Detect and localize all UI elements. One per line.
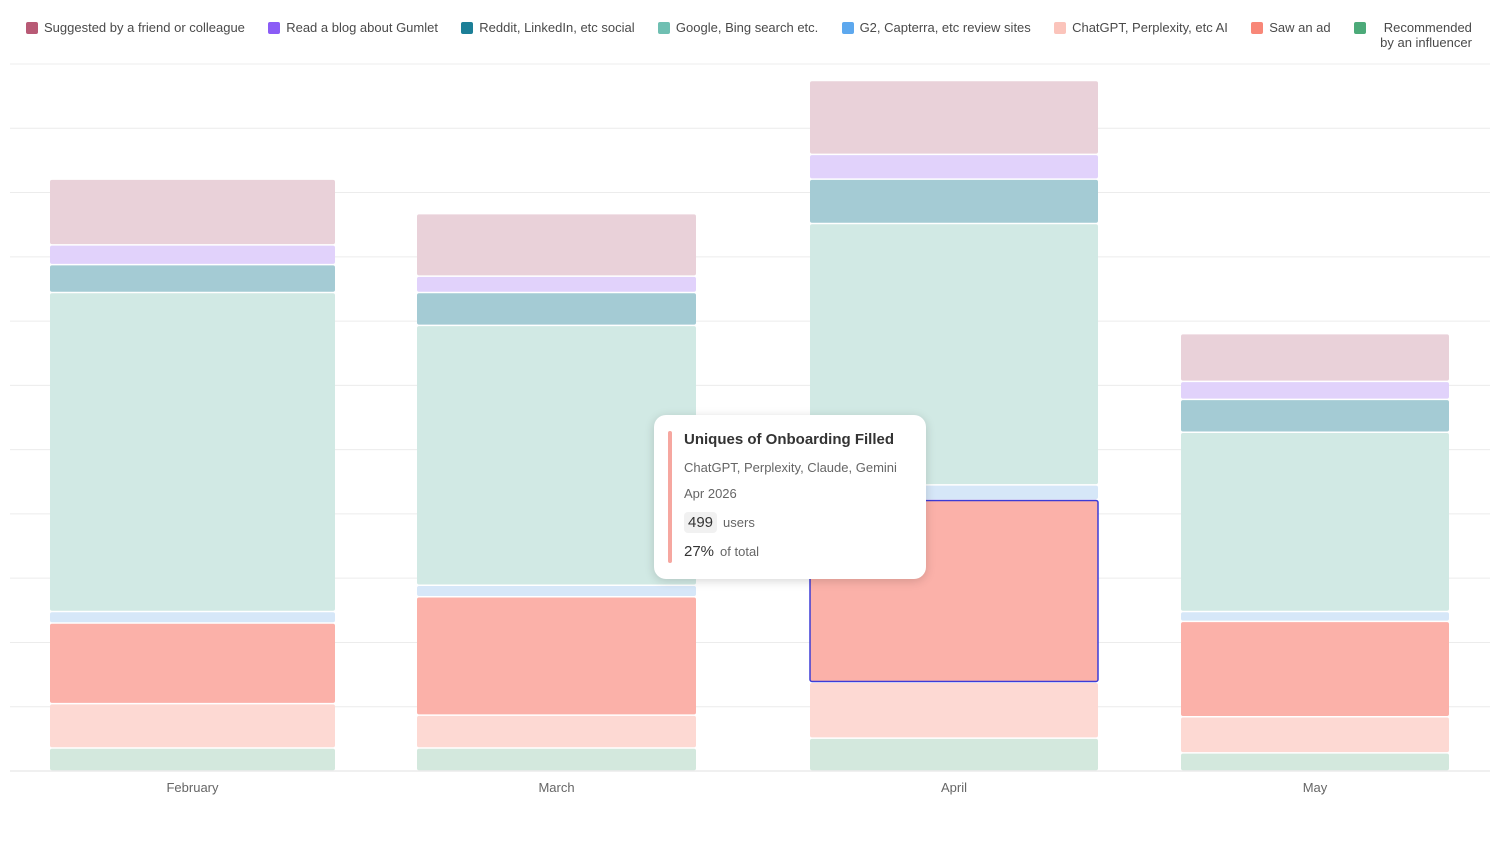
- bar-segment[interactable]: [417, 276, 696, 292]
- bar-segment[interactable]: [1181, 717, 1449, 753]
- bar-segment[interactable]: [1181, 622, 1449, 716]
- tooltip-percent: 27%: [684, 543, 715, 560]
- bar-segment[interactable]: [50, 179, 335, 245]
- legend-label: Suggested by a friend or colleague: [44, 20, 245, 35]
- bar-segment[interactable]: [50, 704, 335, 748]
- legend-item[interactable]: Suggested by a friend or colleague: [26, 20, 245, 35]
- legend-item[interactable]: ChatGPT, Perplexity, etc AI: [1054, 20, 1228, 35]
- tooltip-value-unit: users: [723, 515, 755, 530]
- legend-label: Reddit, LinkedIn, etc social: [479, 20, 635, 35]
- bar-segment[interactable]: [417, 214, 696, 276]
- bar-segment[interactable]: [1181, 400, 1449, 432]
- tooltip-series: ChatGPT, Perplexity, Claude, Gemini: [684, 460, 897, 475]
- tooltip-accent-bar: [668, 431, 672, 563]
- legend-item[interactable]: G2, Capterra, etc review sites: [841, 20, 1031, 35]
- legend-item[interactable]: Reddit, LinkedIn, etc social: [461, 20, 635, 35]
- tooltip-percent-row: 27% of total: [684, 543, 912, 560]
- legend-label: Read a blog about Gumlet: [286, 20, 438, 35]
- legend-label: Recommended by an influencer: [1380, 20, 1472, 50]
- bar-segment[interactable]: [50, 748, 335, 771]
- bar-segment[interactable]: [50, 293, 335, 611]
- legend-item[interactable]: Read a blog about Gumlet: [268, 20, 438, 35]
- bar-segment[interactable]: [50, 612, 335, 623]
- legend-item[interactable]: Saw an ad: [1251, 20, 1331, 35]
- legend-item[interactable]: Google, Bing search etc.: [657, 20, 819, 35]
- x-tick-label: May: [1303, 780, 1328, 795]
- bar-segment[interactable]: [1181, 382, 1449, 399]
- bar-segment[interactable]: [50, 265, 335, 292]
- bar-segment[interactable]: [810, 682, 1098, 738]
- x-tick-label: April: [941, 780, 967, 795]
- legend-label: Google, Bing search etc.: [675, 20, 819, 35]
- legend-label: Saw an ad: [1269, 20, 1331, 35]
- bar-segment[interactable]: [417, 748, 696, 771]
- bar-segment[interactable]: [810, 81, 1098, 154]
- bar-segment[interactable]: [417, 585, 696, 596]
- legend-swatch: [841, 22, 854, 34]
- tooltip-percent-suffix: of total: [720, 544, 760, 559]
- tooltip: Uniques of Onboarding Filled ChatGPT, Pe…: [654, 415, 926, 579]
- legend-swatch: [657, 22, 670, 34]
- tooltip-title: Uniques of Onboarding Filled: [684, 431, 894, 448]
- legend-swatch: [26, 22, 38, 34]
- bar-segment[interactable]: [417, 715, 696, 748]
- bar-segment[interactable]: [50, 245, 335, 264]
- bar-segment[interactable]: [417, 597, 696, 715]
- legend-swatch: [1251, 22, 1264, 34]
- bar-segment[interactable]: [1181, 433, 1449, 611]
- legend-swatch: [1353, 22, 1366, 34]
- x-tick-label: March: [538, 780, 574, 795]
- bar-segment[interactable]: [810, 179, 1098, 223]
- bar-segment[interactable]: [1181, 334, 1449, 381]
- bar-segment[interactable]: [1181, 612, 1449, 621]
- bar-segment[interactable]: [1181, 753, 1449, 771]
- legend-swatch: [1054, 22, 1067, 34]
- bar-segment[interactable]: [50, 623, 335, 703]
- x-tick-label: February: [166, 780, 219, 795]
- bar-segment[interactable]: [810, 155, 1098, 179]
- legend-label: G2, Capterra, etc review sites: [859, 20, 1031, 35]
- bar-segment[interactable]: [810, 738, 1098, 771]
- tooltip-period: Apr 2026: [684, 486, 737, 501]
- bar-segment[interactable]: [417, 326, 696, 585]
- tooltip-value: 499: [684, 512, 718, 533]
- bar-segment[interactable]: [417, 293, 696, 325]
- legend-label: ChatGPT, Perplexity, etc AI: [1072, 20, 1228, 35]
- legend: Suggested by a friend or colleague Read …: [26, 20, 1472, 50]
- legend-swatch: [268, 22, 281, 34]
- tooltip-value-row: 499 users: [684, 512, 912, 533]
- legend-item[interactable]: Recommended by an influencer: [1353, 20, 1472, 50]
- legend-swatch: [461, 22, 474, 34]
